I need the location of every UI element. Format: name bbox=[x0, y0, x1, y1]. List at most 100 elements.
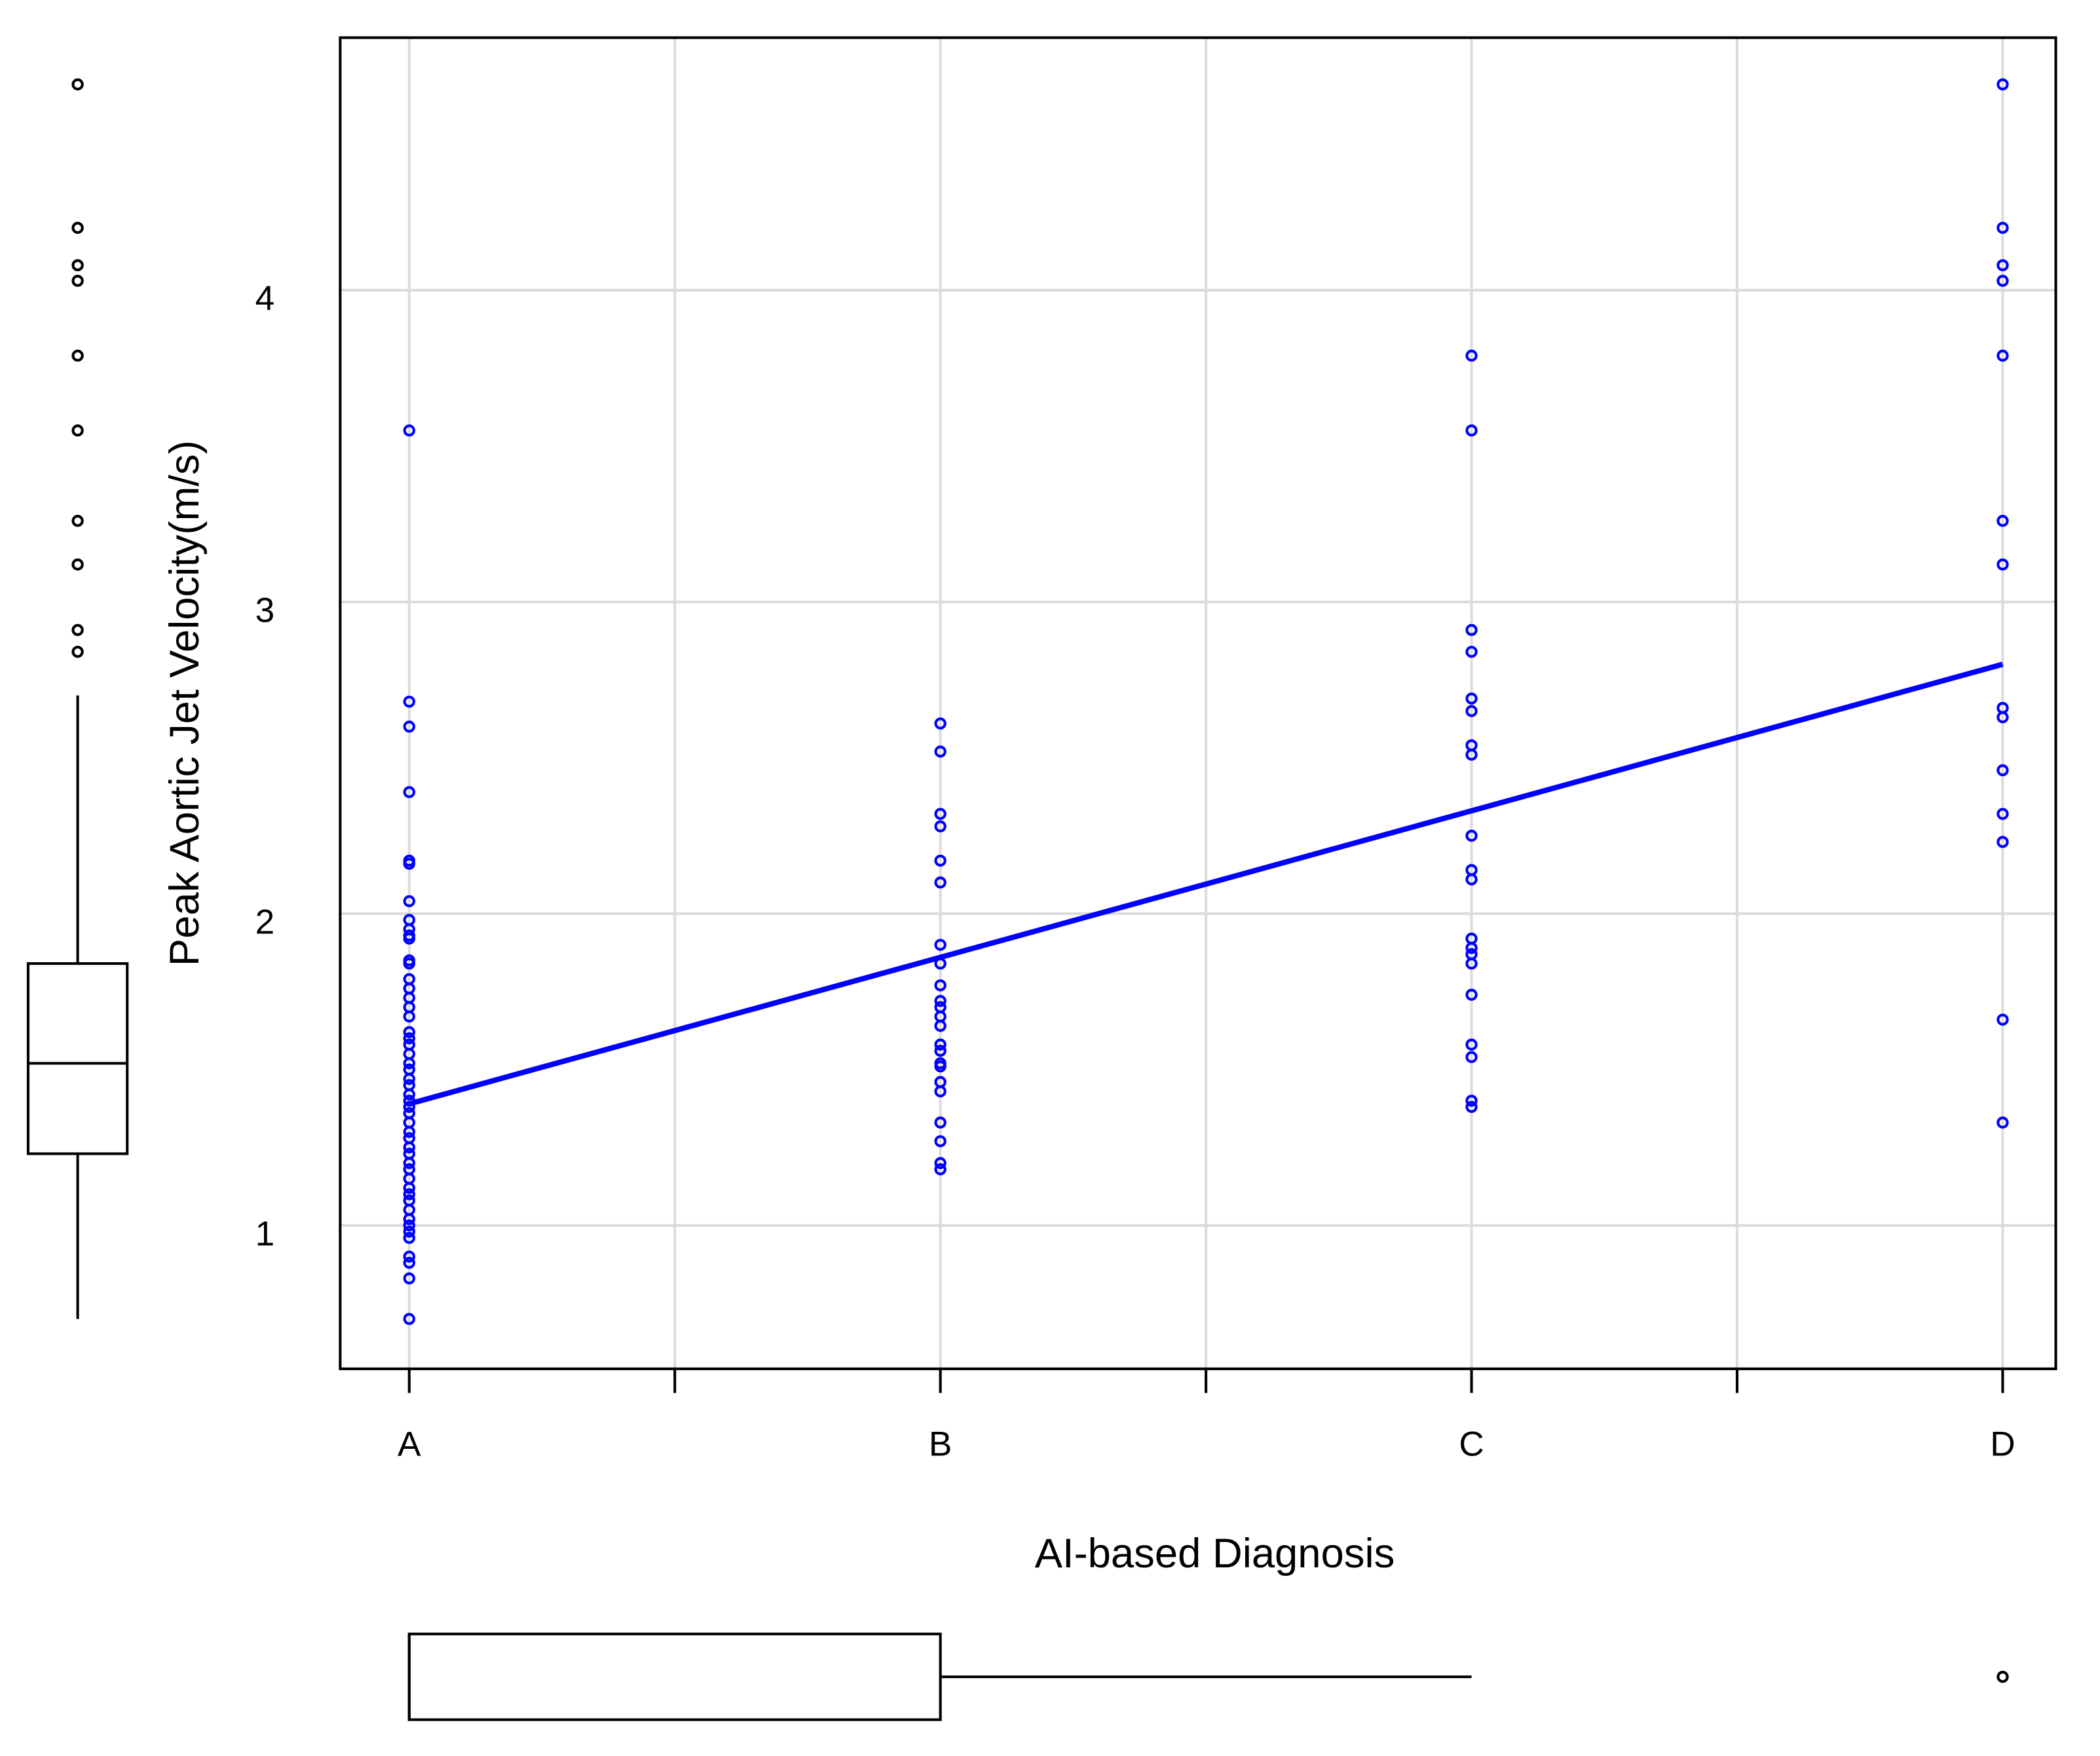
x-tick-label: C bbox=[1459, 1425, 1484, 1463]
point bbox=[934, 717, 947, 730]
outlier bbox=[71, 78, 84, 91]
y-tick-label: 3 bbox=[255, 591, 275, 629]
point bbox=[1465, 1100, 1478, 1113]
point bbox=[934, 995, 947, 1007]
point bbox=[1997, 808, 2009, 820]
y-tick-label: 4 bbox=[255, 279, 275, 318]
point bbox=[403, 1088, 415, 1101]
outlier bbox=[71, 259, 84, 272]
point bbox=[1997, 221, 2009, 234]
x-tick-label: D bbox=[1990, 1425, 2015, 1463]
point bbox=[403, 1188, 415, 1201]
y-tick-label: 1 bbox=[255, 1214, 275, 1253]
point bbox=[403, 857, 415, 870]
point bbox=[403, 696, 415, 708]
point bbox=[403, 1026, 415, 1039]
point bbox=[1997, 259, 2009, 272]
point bbox=[1465, 749, 1478, 761]
outlier bbox=[71, 221, 84, 234]
point bbox=[1465, 349, 1478, 362]
point bbox=[403, 786, 415, 798]
point bbox=[403, 1032, 415, 1045]
point bbox=[403, 1225, 415, 1238]
point bbox=[403, 1141, 415, 1154]
point bbox=[934, 979, 947, 992]
fit-line bbox=[408, 662, 2004, 1107]
point bbox=[1465, 624, 1478, 637]
point bbox=[403, 1272, 415, 1285]
point bbox=[1997, 764, 2009, 777]
point bbox=[934, 1045, 947, 1057]
point bbox=[934, 1038, 947, 1051]
x-tick-label: A bbox=[398, 1425, 421, 1463]
point bbox=[934, 1060, 947, 1073]
point bbox=[1465, 988, 1478, 1001]
point bbox=[403, 1157, 415, 1169]
point bbox=[403, 1219, 415, 1232]
point bbox=[1465, 1094, 1478, 1107]
point bbox=[934, 820, 947, 832]
outlier bbox=[71, 424, 84, 437]
point bbox=[934, 1020, 947, 1032]
point bbox=[1465, 692, 1478, 705]
point bbox=[403, 1213, 415, 1225]
point bbox=[1997, 836, 2009, 848]
point bbox=[403, 1231, 415, 1244]
point bbox=[403, 1125, 415, 1138]
plot-frame bbox=[339, 36, 2057, 1370]
outlier bbox=[71, 645, 84, 658]
point bbox=[403, 932, 415, 945]
point bbox=[1997, 78, 2009, 91]
outlier bbox=[71, 515, 84, 527]
outlier bbox=[71, 274, 84, 287]
point bbox=[934, 854, 947, 867]
point bbox=[1465, 424, 1478, 437]
point bbox=[934, 1163, 947, 1176]
box bbox=[26, 962, 129, 1155]
point bbox=[403, 1182, 415, 1195]
point bbox=[1997, 274, 2009, 287]
point bbox=[1465, 942, 1478, 954]
point bbox=[403, 720, 415, 733]
x-tick-label: B bbox=[929, 1425, 952, 1463]
point bbox=[403, 895, 415, 908]
point bbox=[1465, 645, 1478, 658]
point bbox=[934, 808, 947, 820]
point bbox=[1465, 829, 1478, 842]
point bbox=[403, 424, 415, 437]
point bbox=[403, 1313, 415, 1325]
outlier bbox=[71, 349, 84, 362]
point bbox=[1465, 873, 1478, 886]
point bbox=[934, 876, 947, 889]
point bbox=[1997, 1013, 2009, 1026]
y-tick-label: 2 bbox=[255, 903, 275, 941]
point bbox=[934, 1135, 947, 1148]
point bbox=[1465, 1051, 1478, 1064]
outlier bbox=[71, 558, 84, 571]
outlier bbox=[1997, 1670, 2009, 1683]
point bbox=[934, 939, 947, 951]
outlier bbox=[71, 624, 84, 637]
point bbox=[403, 957, 415, 970]
point bbox=[1465, 705, 1478, 717]
point bbox=[403, 1250, 415, 1263]
point bbox=[403, 1010, 415, 1023]
point bbox=[403, 1057, 415, 1070]
point bbox=[1465, 1038, 1478, 1051]
point bbox=[934, 1116, 947, 1129]
point bbox=[403, 1256, 415, 1269]
point bbox=[1997, 515, 2009, 527]
point bbox=[934, 1157, 947, 1169]
point bbox=[934, 1085, 947, 1098]
x-axis-label: AI-based Diagnosis bbox=[1035, 1531, 1395, 1577]
point bbox=[1997, 1116, 2009, 1129]
box bbox=[407, 1632, 942, 1721]
point bbox=[1465, 957, 1478, 970]
point bbox=[934, 745, 947, 758]
point bbox=[1997, 558, 2009, 571]
point bbox=[1997, 711, 2009, 724]
point bbox=[1997, 349, 2009, 362]
point bbox=[403, 1073, 415, 1085]
